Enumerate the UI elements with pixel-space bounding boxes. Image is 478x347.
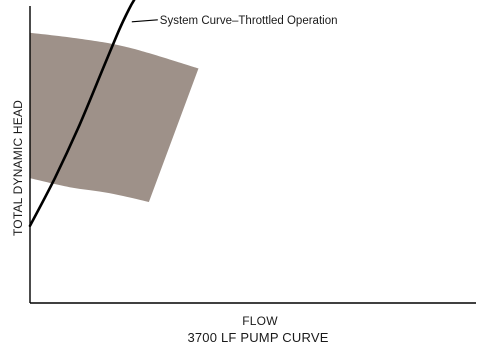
system-curve-line: [28, 0, 136, 228]
x-axis-label: FLOW: [242, 314, 278, 328]
annotation-leader-line: [131, 19, 158, 23]
chart-title: 3700 LF PUMP CURVE: [187, 330, 328, 345]
series-label: System Curve–Throttled Operation: [160, 15, 338, 27]
operating-region: [30, 32, 199, 203]
plot-area: [28, 0, 476, 304]
y-axis-label: TOTAL DYNAMIC HEAD: [11, 100, 25, 236]
